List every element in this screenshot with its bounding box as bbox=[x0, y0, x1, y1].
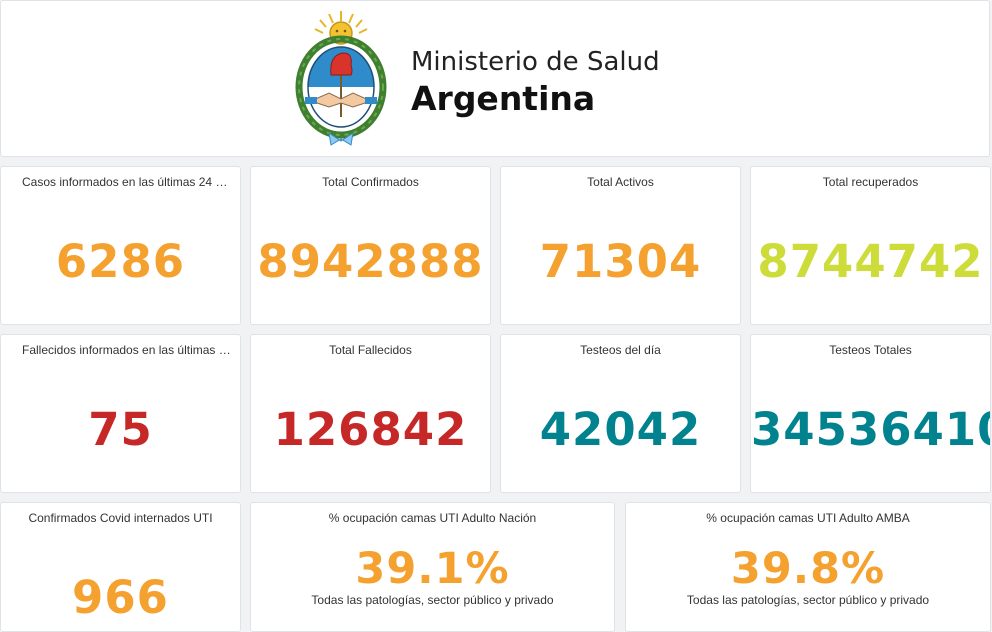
kpi-value: 75 bbox=[88, 403, 153, 456]
kpi-title: Total Confirmados bbox=[322, 175, 419, 189]
kpi-card-total-recovered: Total recuperados 8744742 bbox=[750, 166, 991, 325]
kpi-card-total-deaths: Total Fallecidos 126842 bbox=[250, 334, 491, 493]
kpi-title: Casos informados en las últimas 24 horas bbox=[22, 175, 232, 189]
kpi-value: 8744742 bbox=[757, 235, 984, 288]
kpi-card-tests-total: Testeos Totales 34536410 bbox=[750, 334, 991, 493]
kpi-value: 71304 bbox=[539, 235, 702, 288]
kpi-value: 966 bbox=[72, 571, 169, 624]
kpi-card-uti-occupancy-amba: % ocupación camas UTI Adulto AMBA 39.8% … bbox=[625, 502, 991, 632]
kpi-title: Total Fallecidos bbox=[329, 343, 412, 357]
occupancy-subtitle: Todas las patologías, sector público y p… bbox=[686, 593, 930, 607]
argentina-coat-of-arms-icon bbox=[295, 9, 387, 151]
kpi-title: % ocupación camas UTI Adulto AMBA bbox=[706, 511, 910, 525]
country-name: Argentina bbox=[411, 79, 596, 118]
kpi-card-deaths-24h: Fallecidos informados en las últimas 24 … bbox=[0, 334, 241, 493]
occupancy-value: 39.1% bbox=[355, 544, 510, 594]
ministry-name: Ministerio de Salud bbox=[411, 47, 660, 77]
kpi-title: Fallecidos informados en las últimas 24 … bbox=[22, 343, 232, 357]
kpi-title: Testeos Totales bbox=[829, 343, 912, 357]
ministry-brand: Ministerio de Salud Argentina bbox=[411, 45, 660, 119]
kpi-card-total-active: Total Activos 71304 bbox=[500, 166, 741, 325]
kpi-value: 34536410 bbox=[751, 403, 991, 456]
kpi-card-total-confirmed: Total Confirmados 8942888 bbox=[250, 166, 491, 325]
kpi-value: 42042 bbox=[539, 403, 702, 456]
kpi-title: % ocupación camas UTI Adulto Nación bbox=[328, 511, 537, 525]
kpi-value: 8942888 bbox=[257, 235, 484, 288]
kpi-title: Confirmados Covid internados UTI bbox=[28, 511, 213, 525]
kpi-card-cases-24h: Casos informados en las últimas 24 horas… bbox=[0, 166, 241, 325]
occupancy-value: 39.8% bbox=[730, 544, 886, 594]
kpi-card-uti-confirmed: Confirmados Covid internados UTI 966 bbox=[0, 502, 241, 632]
kpi-title: Total Activos bbox=[587, 175, 654, 189]
kpi-card-uti-occupancy-nacion: % ocupación camas UTI Adulto Nación 39.1… bbox=[250, 502, 615, 632]
kpi-title: Total recuperados bbox=[822, 175, 919, 189]
occupancy-subtitle: Todas las patologías, sector público y p… bbox=[311, 593, 554, 607]
kpi-title: Testeos del día bbox=[580, 343, 661, 357]
kpi-card-tests-today: Testeos del día 42042 bbox=[500, 334, 741, 493]
kpi-value: 6286 bbox=[55, 235, 186, 288]
kpi-value: 126842 bbox=[273, 403, 468, 456]
header-card: Ministerio de Salud Argentina bbox=[0, 0, 990, 157]
